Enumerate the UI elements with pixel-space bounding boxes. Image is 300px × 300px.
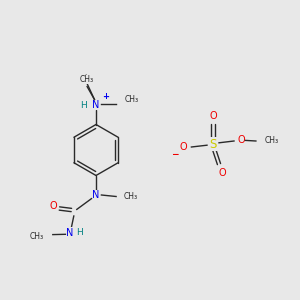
Text: CH₃: CH₃ xyxy=(30,232,44,241)
Text: N: N xyxy=(92,100,100,110)
Text: S: S xyxy=(209,137,217,151)
Text: +: + xyxy=(102,92,109,101)
Text: O: O xyxy=(50,201,57,211)
Text: /: / xyxy=(84,74,87,82)
Text: H: H xyxy=(80,100,87,109)
Text: CH₃: CH₃ xyxy=(124,95,139,104)
Text: −: − xyxy=(171,150,178,159)
Text: H: H xyxy=(76,228,83,237)
Text: O: O xyxy=(219,168,226,178)
Text: N: N xyxy=(92,190,100,200)
Text: CH₃: CH₃ xyxy=(265,136,279,146)
Text: O: O xyxy=(209,111,217,121)
Text: CH₃: CH₃ xyxy=(80,75,94,84)
Text: N: N xyxy=(66,228,73,238)
Text: CH₃: CH₃ xyxy=(124,192,138,201)
Text: O: O xyxy=(179,142,187,152)
Text: O: O xyxy=(237,135,245,145)
